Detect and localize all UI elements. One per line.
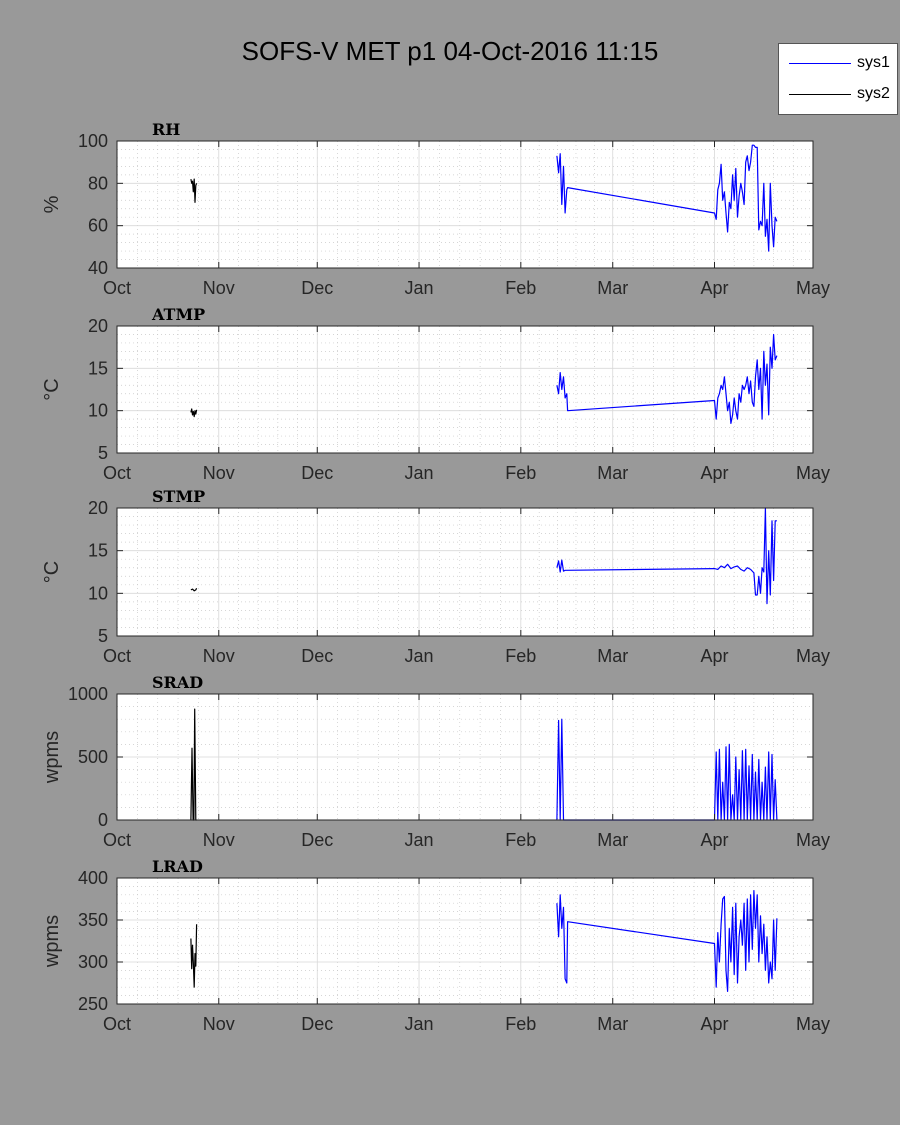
- panel-2-x-tick-label: Oct: [103, 463, 131, 483]
- panel-2-y-tick-label: 10: [88, 401, 108, 421]
- panel-1-x-tick-label: May: [796, 278, 830, 298]
- panel-2-y-tick-label: 15: [88, 358, 108, 378]
- panel-1-plot-area: [117, 141, 813, 268]
- panel-3-y-tick-label: 20: [88, 498, 108, 518]
- panel-4-y-tick-label: 1000: [68, 684, 108, 704]
- panel-1-title: RH: [152, 120, 180, 139]
- panel-1-x-tick-label: Feb: [505, 278, 536, 298]
- panel-3-x-tick-label: Apr: [701, 646, 729, 666]
- panel-3-x-tick-label: Dec: [301, 646, 333, 666]
- panel-4-x-tick-label: May: [796, 830, 830, 850]
- panel-5-x-tick-label: Nov: [203, 1014, 235, 1034]
- panel-1-y-tick-label: 40: [88, 258, 108, 278]
- panel-5-y-tick-label: 400: [78, 868, 108, 888]
- panel-2-x-tick-label: Dec: [301, 463, 333, 483]
- panel-4-x-tick-label: Mar: [597, 830, 628, 850]
- panel-2-x-tick-label: Mar: [597, 463, 628, 483]
- panel-2-x-tick-label: Feb: [505, 463, 536, 483]
- panel-3-plot-area: [117, 508, 813, 636]
- legend-entry-sys1: sys1: [779, 49, 897, 79]
- panel-5-series-sys2: [190, 924, 198, 988]
- panel-3-x-tick-label: Oct: [103, 646, 131, 666]
- panel-5-x-tick-label: Mar: [597, 1014, 628, 1034]
- panel-3-series-sys2: [190, 587, 198, 592]
- panel-2-x-tick-label: Jan: [405, 463, 434, 483]
- panel-4-x-tick-label: Oct: [103, 830, 131, 850]
- panel-2-x-tick-label: Nov: [203, 463, 235, 483]
- panel-3-x-tick-label: Mar: [597, 646, 628, 666]
- legend-label-sys2: sys2: [857, 85, 890, 102]
- panel-3-title: STMP: [152, 487, 205, 506]
- panel-2-x-tick-label: May: [796, 463, 830, 483]
- panel-4-x-tick-label: Jan: [405, 830, 434, 850]
- panel-1-y-tick-label: 80: [88, 173, 108, 193]
- panel-5-y-tick-label: 250: [78, 994, 108, 1014]
- panel-3-y-tick-label: 15: [88, 541, 108, 561]
- panel-3-x-tick-label: Feb: [505, 646, 536, 666]
- panel-1-y-axis-label: %: [41, 195, 63, 213]
- legend: sys1 sys2: [778, 43, 898, 115]
- panel-5-y-axis-label: wpms: [41, 915, 63, 968]
- panel-2-plot-area: [117, 326, 813, 453]
- panel-4-series-sys1: [556, 718, 778, 821]
- panel-5-title: LRAD: [152, 857, 203, 876]
- panel-4-x-tick-label: Apr: [701, 830, 729, 850]
- panel-5-y-tick-label: 350: [78, 910, 108, 930]
- panel-2-y-tick-label: 5: [98, 443, 108, 463]
- panel-3-series-sys1: [556, 507, 777, 605]
- panel-4-x-tick-label: Nov: [203, 830, 235, 850]
- panel-5-x-tick-label: Dec: [301, 1014, 333, 1034]
- panel-1-series-sys2: [190, 178, 198, 203]
- panel-1-y-tick-label: 60: [88, 216, 108, 236]
- panel-1-x-tick-label: Apr: [701, 278, 729, 298]
- legend-label-sys1: sys1: [857, 54, 890, 71]
- panel-2-title: ATMP: [151, 305, 205, 324]
- panel-2-x-tick-label: Apr: [701, 463, 729, 483]
- panel-3-axes-box: [116, 507, 814, 637]
- panel-1-axes-box: [116, 140, 814, 269]
- panel-5-axes-box: [116, 877, 814, 1005]
- panel-1-x-tick-label: Dec: [301, 278, 333, 298]
- panel-4-y-tick-label: 500: [78, 747, 108, 767]
- panel-4-x-tick-label: Dec: [301, 830, 333, 850]
- panel-4-x-tick-label: Feb: [505, 830, 536, 850]
- legend-line-sys2: [789, 94, 851, 95]
- panel-5-x-tick-label: Feb: [505, 1014, 536, 1034]
- panel-3-x-tick-label: May: [796, 646, 830, 666]
- panel-3-y-tick-label: 10: [88, 583, 108, 603]
- panel-2-axes-box: [116, 325, 814, 454]
- panel-5-x-tick-label: Oct: [103, 1014, 131, 1034]
- panel-5-series-sys1: [556, 889, 778, 993]
- figure-title: SOFS-V MET p1 04-Oct-2016 11:15: [241, 36, 659, 66]
- panel-2-series-sys1: [556, 333, 778, 424]
- panel-5-x-tick-label: Jan: [405, 1014, 434, 1034]
- panel-5-plot-area: [117, 878, 813, 1004]
- panel-5-x-tick-label: May: [796, 1014, 830, 1034]
- panel-1-x-tick-label: Mar: [597, 278, 628, 298]
- legend-entry-sys2: sys2: [779, 80, 897, 110]
- panel-1-series-sys1: [556, 144, 778, 252]
- panel-4-y-axis-label: wpms: [41, 731, 63, 784]
- panel-3-y-axis-label: °C: [41, 561, 63, 583]
- legend-line-sys1: [789, 63, 851, 64]
- panel-1-x-tick-label: Nov: [203, 278, 235, 298]
- panel-1-x-tick-label: Jan: [405, 278, 434, 298]
- panel-3-x-tick-label: Jan: [405, 646, 434, 666]
- panel-2-y-tick-label: 20: [88, 316, 108, 336]
- panel-5-y-tick-label: 300: [78, 952, 108, 972]
- panel-1-x-tick-label: Oct: [103, 278, 131, 298]
- panel-3-y-tick-label: 5: [98, 626, 108, 646]
- panel-3-x-tick-label: Nov: [203, 646, 235, 666]
- panel-5-x-tick-label: Apr: [701, 1014, 729, 1034]
- panel-1-y-tick-label: 100: [78, 131, 108, 151]
- panel-4-y-tick-label: 0: [98, 810, 108, 830]
- panel-2-series-sys2: [190, 408, 198, 418]
- panel-4-title: SRAD: [152, 673, 203, 692]
- panel-2-y-axis-label: °C: [41, 378, 63, 400]
